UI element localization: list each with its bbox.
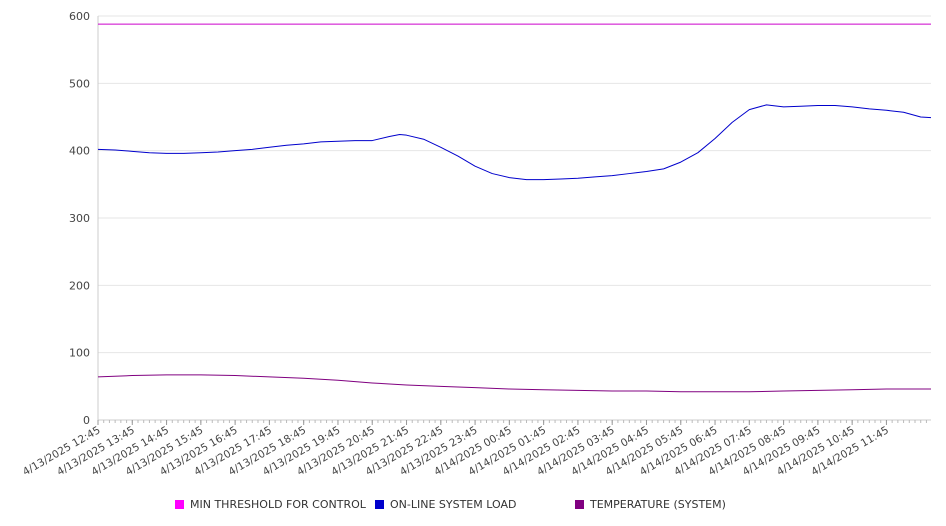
axes — [97, 16, 931, 425]
gridlines — [98, 15, 931, 354]
y-axis-ticks: 0 100 200 300 400 500 600 — [69, 10, 90, 427]
legend-swatch-online-system-load — [375, 500, 384, 509]
legend-label-temperature: TEMPERATURE (SYSTEM) — [590, 498, 726, 511]
y-tick-label: 600 — [69, 10, 90, 23]
legend-item-temperature[interactable]: TEMPERATURE (SYSTEM) — [575, 498, 726, 511]
series-line-2 — [97, 374, 931, 393]
legend-item-min-threshold[interactable]: MIN THRESHOLD FOR CONTROL — [175, 498, 366, 511]
y-tick-label: 100 — [69, 347, 90, 360]
series-line-1 — [97, 104, 932, 181]
x-axis-ticks: 4/13/2025 12:454/13/2025 13:454/13/2025 … — [21, 424, 891, 478]
y-tick-label: 400 — [69, 145, 90, 158]
y-tick-label: 300 — [69, 212, 90, 225]
legend-label-online-system-load: ON-LINE SYSTEM LOAD — [390, 498, 517, 511]
y-tick-label: 0 — [83, 414, 90, 427]
series-lines — [97, 23, 932, 393]
legend-item-online-system-load[interactable]: ON-LINE SYSTEM LOAD — [375, 498, 516, 511]
legend-label-min-threshold: MIN THRESHOLD FOR CONTROL — [190, 498, 366, 511]
legend-swatch-min-threshold — [175, 500, 184, 509]
legend-swatch-temperature — [575, 500, 584, 509]
y-tick-label: 200 — [69, 279, 90, 292]
y-tick-label: 500 — [69, 77, 90, 90]
legend: MIN THRESHOLD FOR CONTROL ON-LINE SYSTEM… — [0, 498, 946, 514]
